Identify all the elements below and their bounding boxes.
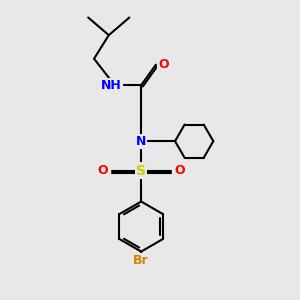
Text: O: O: [98, 164, 108, 177]
Text: O: O: [174, 164, 185, 177]
Text: O: O: [158, 58, 169, 71]
Text: N: N: [136, 135, 146, 148]
Text: S: S: [136, 164, 146, 178]
Text: NH: NH: [101, 79, 122, 92]
Text: Br: Br: [134, 254, 149, 267]
